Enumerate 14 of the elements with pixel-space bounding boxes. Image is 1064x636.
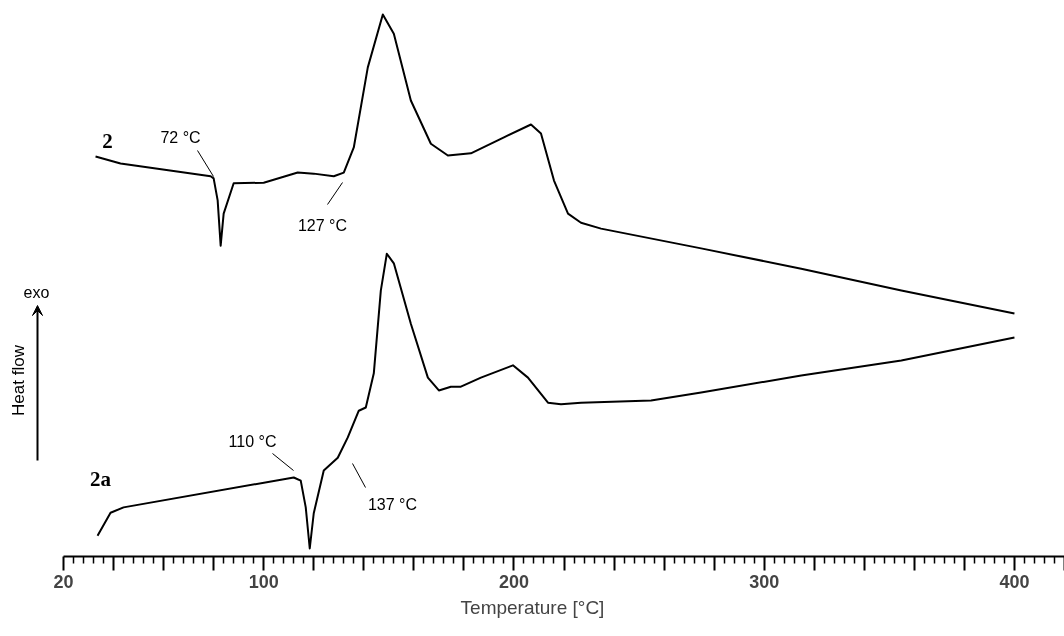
- x-tick-label: 200: [498, 571, 529, 592]
- x-tick-label: 100: [248, 571, 279, 592]
- text: exo: [23, 284, 50, 301]
- annotation: 110 °C: [228, 433, 277, 450]
- annotation: 127 °C: [297, 217, 348, 234]
- x-tick-label: 300: [749, 571, 780, 592]
- series-label: 2: [102, 128, 113, 153]
- y-axis-title: Heat flow: [9, 344, 28, 416]
- annotation: 137 °C: [367, 496, 418, 513]
- x-tick-label: 20: [53, 571, 74, 592]
- x-tick-label: 400: [999, 571, 1030, 592]
- series-label: 2a: [90, 466, 112, 491]
- annotation: 72 °C: [160, 129, 201, 146]
- x-axis-title: Temperature [°C]: [460, 596, 605, 618]
